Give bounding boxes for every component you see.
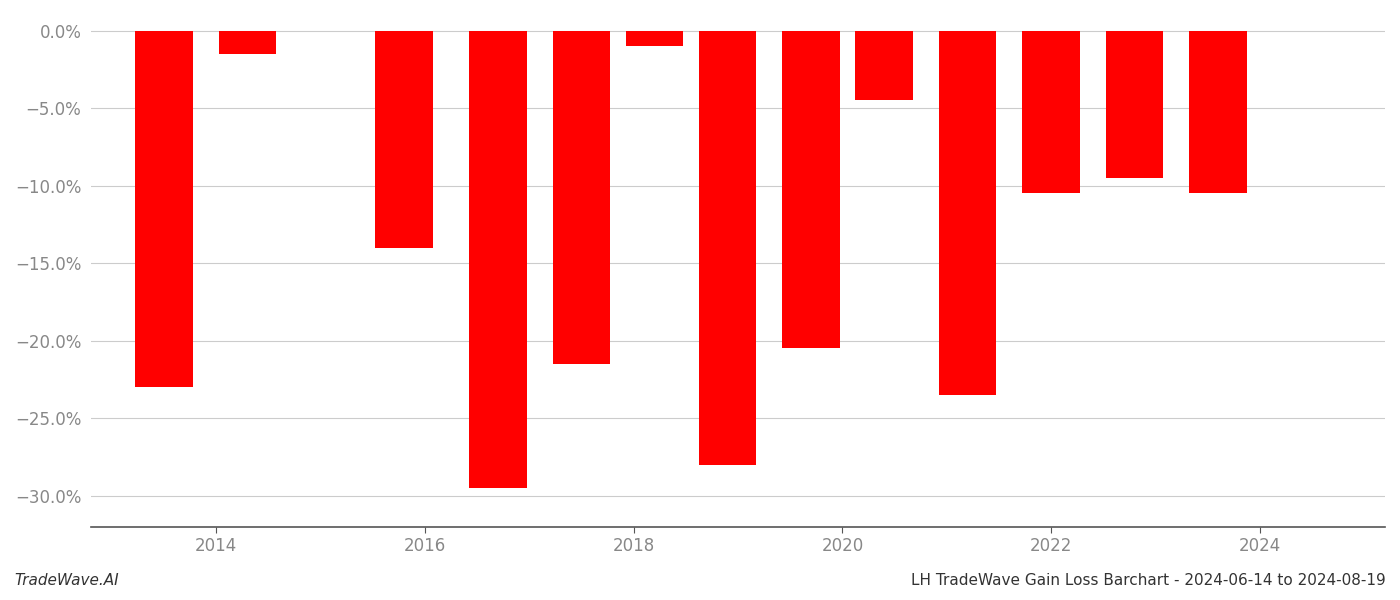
Bar [1190,31,1247,193]
Bar [218,31,276,54]
Bar [626,31,683,46]
Text: LH TradeWave Gain Loss Barchart - 2024-06-14 to 2024-08-19: LH TradeWave Gain Loss Barchart - 2024-0… [911,573,1386,588]
Bar [855,31,913,100]
Bar [1106,31,1163,178]
Bar [469,31,526,488]
Text: TradeWave.AI: TradeWave.AI [14,573,119,588]
Bar [783,31,840,349]
Bar [553,31,610,364]
Bar [375,31,433,248]
Bar [136,31,193,387]
Bar [1022,31,1079,193]
Bar [699,31,756,464]
Bar [939,31,997,395]
